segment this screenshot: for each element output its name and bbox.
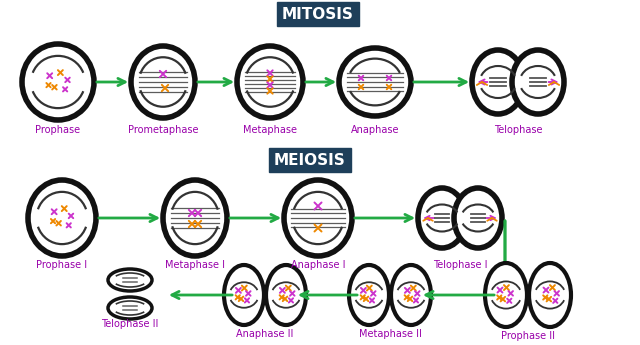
Text: Prophase: Prophase [35, 125, 81, 135]
Text: Prophase I: Prophase I [36, 260, 88, 270]
Ellipse shape [418, 188, 466, 248]
Ellipse shape [454, 188, 502, 248]
Ellipse shape [512, 50, 564, 114]
Text: Telophase: Telophase [493, 125, 542, 135]
Ellipse shape [237, 46, 303, 118]
Ellipse shape [266, 265, 306, 325]
Text: Telophase I: Telophase I [433, 260, 487, 270]
Text: Prophase II: Prophase II [501, 331, 555, 341]
Ellipse shape [391, 265, 431, 325]
Text: Metaphase I: Metaphase I [165, 260, 225, 270]
Text: Anaphase: Anaphase [351, 125, 399, 135]
Text: Anaphase II: Anaphase II [236, 329, 294, 339]
Ellipse shape [472, 50, 524, 114]
Ellipse shape [349, 265, 389, 325]
Ellipse shape [284, 180, 352, 256]
Ellipse shape [108, 297, 152, 319]
Text: Anaphase I: Anaphase I [291, 260, 345, 270]
Ellipse shape [529, 263, 571, 327]
Text: Prometaphase: Prometaphase [128, 125, 198, 135]
Text: Metaphase: Metaphase [243, 125, 297, 135]
Text: Telophase II: Telophase II [101, 319, 159, 329]
Ellipse shape [224, 265, 264, 325]
Ellipse shape [22, 44, 94, 120]
Ellipse shape [339, 48, 411, 116]
Text: MITOSIS: MITOSIS [282, 7, 354, 21]
Ellipse shape [163, 180, 227, 256]
Ellipse shape [485, 263, 527, 327]
Ellipse shape [28, 180, 96, 256]
Text: Metaphase II: Metaphase II [358, 329, 421, 339]
Ellipse shape [131, 46, 195, 118]
Ellipse shape [108, 269, 152, 291]
Text: MEIOSIS: MEIOSIS [274, 152, 346, 168]
